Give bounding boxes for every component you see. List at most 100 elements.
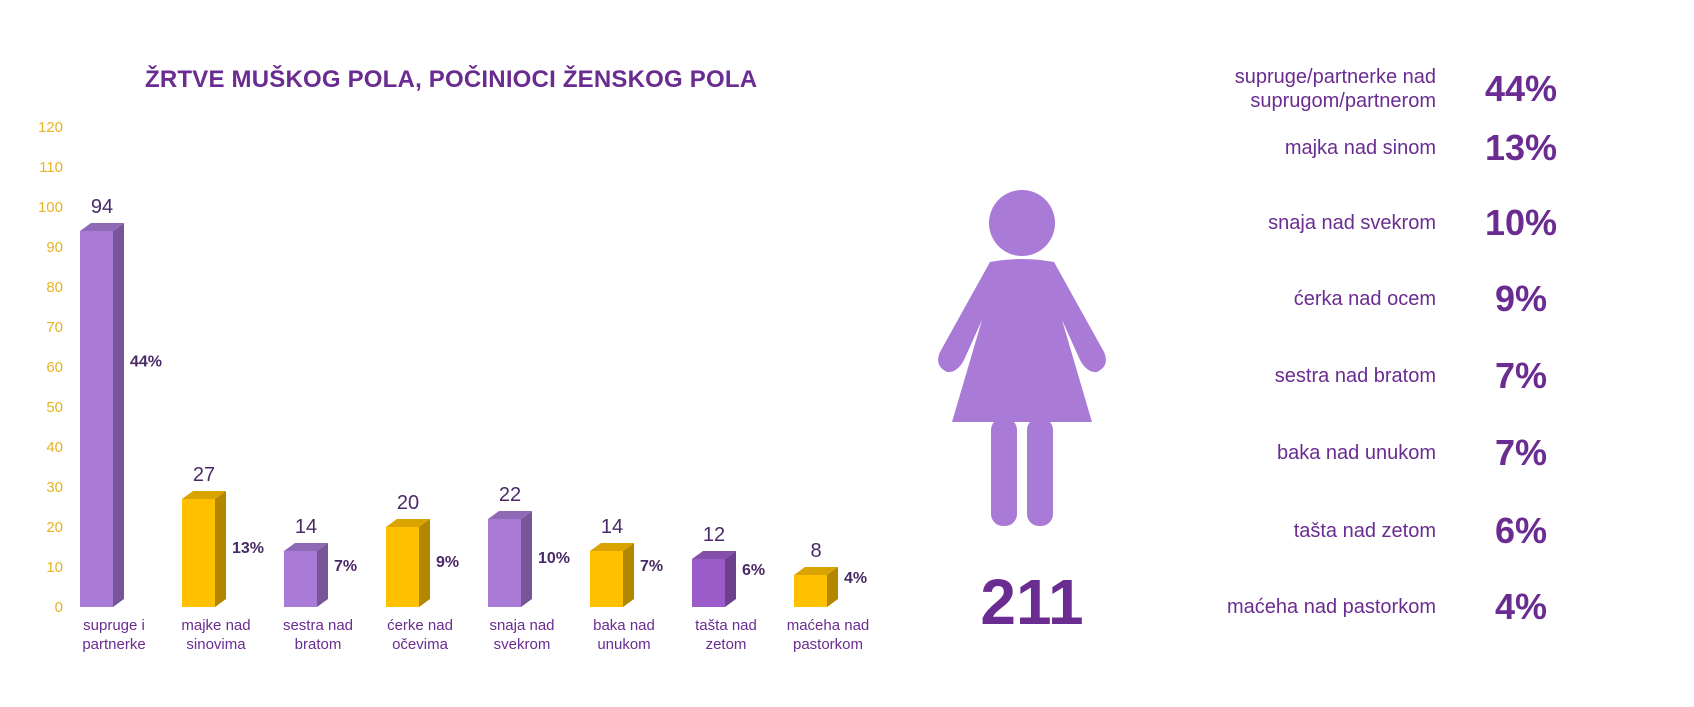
chart-title: ŽRTVE MUŠKOG POLA, POČINIOCI ŽENSKOG POL… bbox=[145, 66, 758, 93]
bar-top bbox=[794, 567, 838, 575]
y-tick-label: 90 bbox=[46, 239, 63, 256]
bar bbox=[386, 527, 419, 607]
bar-value-label: 94 bbox=[91, 196, 113, 218]
breakdown-percent: 7% bbox=[1494, 355, 1548, 396]
breakdown-label: snaja nad svekrom bbox=[1268, 212, 1436, 234]
breakdown-percent: 9% bbox=[1494, 278, 1548, 319]
y-tick-label: 30 bbox=[46, 479, 63, 496]
x-category-label: supruge i partnerke bbox=[82, 617, 145, 653]
total-count: 211 bbox=[980, 566, 1084, 638]
bar-group: 8 4% bbox=[794, 540, 867, 607]
breakdown-row: supruge/partnerke nad suprugom/partnerom 4… bbox=[1150, 55, 1620, 123]
bar-top bbox=[284, 543, 328, 551]
bar-top bbox=[80, 223, 124, 231]
bar-percent-label: 9% bbox=[436, 554, 459, 571]
breakdown-percent: 4% bbox=[1494, 586, 1548, 627]
breakdown-row: snaja nad svekrom 10% bbox=[1150, 199, 1620, 247]
woman-icon bbox=[938, 190, 1106, 526]
bar bbox=[590, 551, 623, 607]
bar-percent-label: 7% bbox=[640, 558, 663, 575]
y-tick-label: 40 bbox=[46, 439, 63, 456]
bar bbox=[488, 519, 521, 607]
bar-side bbox=[521, 511, 532, 607]
y-axis: 0 10 20 30 40 50 60 70 80 90 100 110 120 bbox=[38, 119, 63, 616]
bar bbox=[794, 575, 827, 607]
y-tick-label: 100 bbox=[38, 199, 63, 216]
x-category-label: ćerke nad očevima bbox=[387, 617, 453, 653]
breakdown-label: baka nad unukom bbox=[1276, 442, 1436, 464]
bar-group: 94 44% bbox=[80, 196, 162, 607]
y-tick-label: 50 bbox=[46, 399, 63, 416]
breakdown-percent: 13% bbox=[1484, 127, 1558, 168]
bar-side bbox=[317, 543, 328, 607]
y-tick-label: 70 bbox=[46, 319, 63, 336]
bar-value-label: 27 bbox=[193, 464, 215, 486]
bars: 94 44% 27 13% 14 7% 20 9% 22 10% 14 7% 12 6% 8 4% bbox=[80, 196, 867, 607]
bar-value-label: 20 bbox=[397, 492, 419, 514]
breakdown-percent: 10% bbox=[1484, 202, 1558, 243]
bar-top bbox=[182, 491, 226, 499]
bar-side bbox=[419, 519, 430, 607]
bar-side bbox=[725, 551, 736, 607]
y-tick-label: 20 bbox=[46, 519, 63, 536]
y-tick-label: 80 bbox=[46, 279, 63, 296]
breakdown-percent: 6% bbox=[1494, 510, 1548, 551]
breakdown-label: supruge/partnerke nad suprugom/partnerom bbox=[1234, 66, 1436, 112]
x-category-label: snaja nad svekrom bbox=[489, 617, 554, 653]
x-axis-labels: supruge i partnerke majke nad sinovima sestr… bbox=[82, 617, 869, 653]
breakdown-percent: 7% bbox=[1494, 432, 1548, 473]
bar-percent-label: 44% bbox=[130, 353, 162, 370]
bar-group: 27 13% bbox=[182, 464, 264, 607]
breakdown-row: majka nad sinom 13% bbox=[1150, 124, 1620, 172]
x-category-label: baka nad unukom bbox=[593, 617, 655, 653]
bar-percent-label: 10% bbox=[538, 550, 570, 567]
x-category-label: majke nad sinovima bbox=[181, 617, 250, 653]
bar-percent-label: 7% bbox=[334, 558, 357, 575]
breakdown-row: ćerka nad ocem 9% bbox=[1150, 275, 1620, 323]
breakdown-row: baka nad unukom 7% bbox=[1150, 429, 1620, 477]
bar-top bbox=[590, 543, 634, 551]
y-tick-label: 60 bbox=[46, 359, 63, 376]
bar-value-label: 14 bbox=[601, 516, 623, 538]
bar-top bbox=[386, 519, 430, 527]
bar-value-label: 14 bbox=[295, 516, 317, 538]
y-tick-label: 0 bbox=[55, 599, 63, 616]
bar-percent-label: 13% bbox=[232, 540, 264, 557]
y-tick-label: 110 bbox=[39, 159, 63, 176]
bar-percent-label: 6% bbox=[742, 562, 765, 579]
bar-value-label: 8 bbox=[810, 540, 821, 562]
x-category-label: tašta nad zetom bbox=[695, 617, 757, 653]
bar-percent-label: 4% bbox=[844, 570, 867, 587]
y-tick-label: 120 bbox=[38, 119, 63, 136]
bar-side bbox=[623, 543, 634, 607]
bar bbox=[80, 231, 113, 607]
breakdown-label: sestra nad bratom bbox=[1274, 365, 1436, 387]
bar-group: 20 9% bbox=[386, 492, 459, 607]
breakdown-row: sestra nad bratom 7% bbox=[1150, 352, 1620, 400]
bar-group: 22 10% bbox=[488, 484, 570, 607]
bar bbox=[284, 551, 317, 607]
bar bbox=[692, 559, 725, 607]
bar bbox=[182, 499, 215, 607]
breakdown-percent: 44% bbox=[1484, 68, 1558, 109]
breakdown-row: maćeha nad pastorkom 4% bbox=[1150, 583, 1620, 631]
x-category-label: sestra nad bratom bbox=[283, 617, 353, 653]
bar-group: 14 7% bbox=[284, 516, 357, 607]
y-tick-label: 10 bbox=[46, 559, 63, 576]
bar-top bbox=[692, 551, 736, 559]
x-category-label: maćeha nad pastorkom bbox=[787, 617, 870, 653]
bar-group: 12 6% bbox=[692, 524, 765, 607]
breakdown-label: maćeha nad pastorkom bbox=[1226, 596, 1436, 618]
bar-value-label: 12 bbox=[703, 524, 725, 546]
bar-side bbox=[215, 491, 226, 607]
breakdown-label: ćerka nad ocem bbox=[1293, 288, 1436, 310]
bar-value-label: 22 bbox=[499, 484, 521, 506]
bar-side bbox=[827, 567, 838, 607]
bar-side bbox=[113, 223, 124, 607]
bar-top bbox=[488, 511, 532, 519]
breakdown-label: majka nad sinom bbox=[1284, 137, 1436, 159]
breakdown-row: tašta nad zetom 6% bbox=[1150, 507, 1620, 555]
bar-group: 14 7% bbox=[590, 516, 663, 607]
breakdown-label: tašta nad zetom bbox=[1293, 520, 1436, 542]
